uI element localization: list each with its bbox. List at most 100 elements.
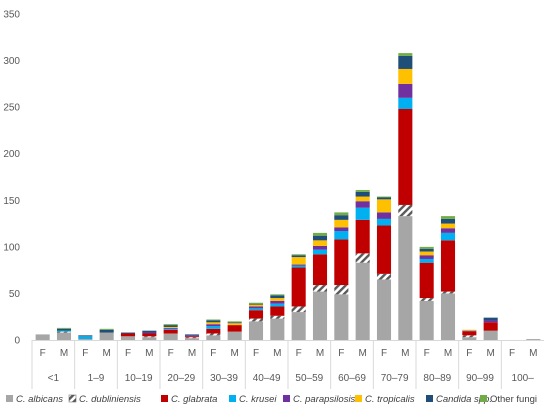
sex-label: F xyxy=(40,348,46,359)
sex-label: F xyxy=(338,348,344,359)
bar-segment-other-fungi xyxy=(376,196,392,198)
bar-segment-c-glabrata xyxy=(163,329,178,334)
sex-label: M xyxy=(444,348,452,359)
bar-segment-c-albicans xyxy=(291,312,306,340)
bar-segment-c-dubliniensis xyxy=(142,336,157,338)
age-group-label: 60–69 xyxy=(338,373,366,384)
bar-segment-candida-spp xyxy=(355,191,370,197)
bar-segment-candida-spp xyxy=(206,320,221,323)
legend-item: C. dubliniensis xyxy=(68,394,141,405)
bar-segment-c-tropicalis xyxy=(227,323,242,326)
bar-segment-c-krusei xyxy=(376,218,392,226)
bar-segment-c-krusei xyxy=(270,303,285,307)
bar-segment-c-krusei xyxy=(78,336,93,340)
legend-label: C. dubliniensis xyxy=(79,394,141,405)
bar-segment-c-dubliniensis xyxy=(440,291,456,294)
sex-label: M xyxy=(358,348,366,359)
bar-segment-candida-spp xyxy=(56,328,72,331)
legend-swatch xyxy=(229,395,236,402)
bar-segment-c-parapsilosis xyxy=(355,201,370,208)
bar-segment-c-parapsilosis xyxy=(462,330,477,332)
bar-segment-c-glabrata xyxy=(440,240,456,292)
bar-segment-c-dubliniensis xyxy=(312,285,328,292)
bar-segment-other-fungi xyxy=(291,254,306,256)
bar-segment-other-fungi xyxy=(206,319,221,321)
sex-label: M xyxy=(145,348,153,359)
y-tick-label: 200 xyxy=(3,149,20,160)
sex-label: F xyxy=(509,348,515,359)
bar-segment-candida-spp xyxy=(270,295,285,299)
bar-segment-c-glabrata xyxy=(312,254,328,286)
age-group-label: 50–59 xyxy=(295,373,323,384)
bar-segment-c-glabrata xyxy=(291,267,306,307)
bar-segment-c-albicans xyxy=(440,293,456,340)
bar-segment-other-fungi xyxy=(56,327,72,329)
bar-segment-c-tropicalis xyxy=(419,251,434,256)
bar-segment-c-dubliniensis xyxy=(206,333,221,336)
bar-segment-c-krusei xyxy=(248,308,264,311)
bar-segment-c-albicans xyxy=(376,279,392,340)
sex-label: F xyxy=(296,348,302,359)
bar-segment-c-glabrata xyxy=(376,225,392,274)
bar-segment-candida-spp xyxy=(398,55,413,69)
bar-segment-other-fungi xyxy=(163,324,178,326)
sex-label: F xyxy=(125,348,131,359)
legend-label: Candida spp. xyxy=(436,394,492,405)
bar-segment-c-albicans xyxy=(355,262,370,340)
bar-segment-c-albicans xyxy=(462,337,477,340)
bar-segment-other-fungi xyxy=(270,294,285,296)
bar-segment-candida-spp xyxy=(483,317,498,321)
y-tick-label: 350 xyxy=(3,10,20,21)
bar-segment-c-glabrata xyxy=(419,262,434,299)
bar-segment-c-parapsilosis xyxy=(184,335,200,337)
bar-segment-c-krusei xyxy=(291,265,306,268)
bar-segment-c-krusei xyxy=(398,97,413,110)
bar-segment-c-dubliniensis xyxy=(419,298,434,301)
bar-segment-c-krusei xyxy=(334,231,349,240)
bar-segment-candida-spp xyxy=(184,334,200,336)
bar-segment-c-krusei xyxy=(206,326,221,329)
legend-swatch xyxy=(6,395,13,402)
label-layer: F M <1 F M 1–9 F M 10–19 F M 20–29 F M 30–39 F M 40–49 F M 5… xyxy=(31,340,538,389)
sex-label: M xyxy=(102,348,110,359)
legend-swatch xyxy=(480,395,487,402)
bar-segment-c-dubliniensis xyxy=(398,204,413,217)
bar-segment-candida-spp xyxy=(440,218,456,224)
bar-segment-c-parapsilosis xyxy=(270,300,285,304)
bar-segment-c-tropicalis xyxy=(163,326,178,328)
bar-segment-c-parapsilosis xyxy=(163,327,178,329)
bar-segment-c-albicans xyxy=(398,216,413,340)
bar-segment-c-dubliniensis xyxy=(56,331,72,333)
bar-segment-c-krusei xyxy=(355,207,370,220)
sex-label: F xyxy=(82,348,88,359)
bar-segment-other-fungi xyxy=(398,53,413,56)
bar-segment-c-albicans xyxy=(163,333,178,340)
bar-segment-c-dubliniensis xyxy=(462,335,477,338)
bar-segment-c-glabrata xyxy=(227,325,242,332)
y-tick-label: 150 xyxy=(3,196,20,207)
bar-segment-c-glabrata xyxy=(462,331,477,336)
legend-label: C. glabrata xyxy=(171,394,217,405)
bar-segment-c-glabrata xyxy=(483,322,498,331)
legend-label: C. tropicalis xyxy=(365,394,415,405)
bar-segment-c-glabrata xyxy=(142,333,157,337)
age-group-label: 80–89 xyxy=(423,373,451,384)
bar-segment-c-parapsilosis xyxy=(483,320,498,323)
bar-segment-c-tropicalis xyxy=(312,240,328,246)
bar-segment-c-parapsilosis xyxy=(248,306,264,309)
bar-segment-c-albicans xyxy=(270,318,285,340)
bar-segment-candida-spp xyxy=(312,235,328,241)
bar-segment-c-albicans xyxy=(483,330,498,340)
legend-item: Candida spp. xyxy=(426,394,492,405)
bar-segment-candida-spp xyxy=(120,332,136,334)
bar-segment-candida-spp xyxy=(419,248,434,252)
y-tick-label: 50 xyxy=(9,289,21,300)
legend-swatch xyxy=(426,395,433,402)
bar-segment-c-dubliniensis xyxy=(184,337,200,339)
bar-segment-c-glabrata xyxy=(248,310,264,319)
bar-segment-c-glabrata xyxy=(184,336,200,338)
sex-label: M xyxy=(529,348,537,359)
bar-segment-other-fungi xyxy=(99,328,114,330)
bar-segment-c-parapsilosis xyxy=(206,324,221,327)
legend-item: C. albicans xyxy=(6,394,63,405)
